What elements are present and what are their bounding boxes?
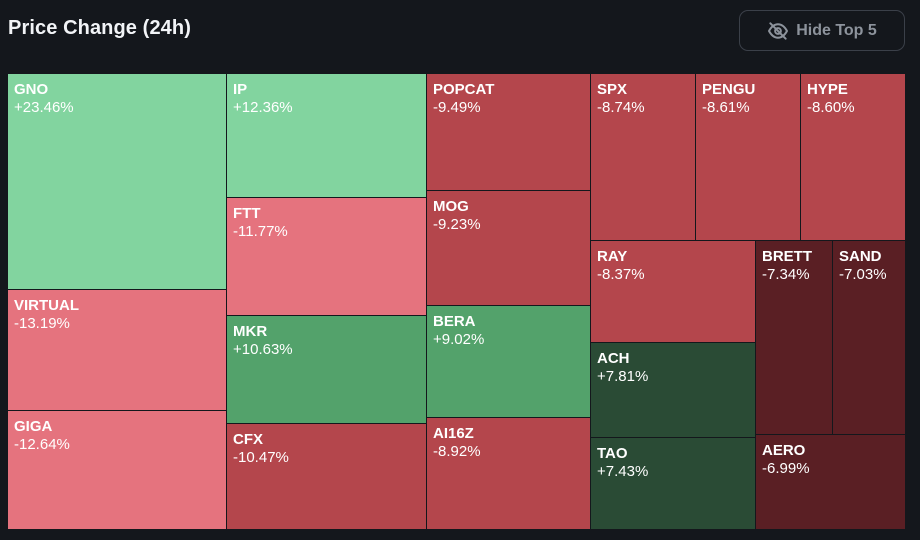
treemap-tile-pengu[interactable]: PENGU -8.61% xyxy=(696,74,801,241)
eye-off-icon xyxy=(767,21,789,40)
tile-symbol: BERA xyxy=(433,313,476,330)
tile-change: -12.64% xyxy=(14,436,70,453)
treemap-tile-mkr[interactable]: MKR +10.63% xyxy=(227,316,427,424)
tile-symbol: BRETT xyxy=(762,248,812,265)
hide-top-5-button[interactable]: Hide Top 5 xyxy=(739,10,905,51)
tile-symbol: HYPE xyxy=(807,81,848,98)
tile-symbol: AI16Z xyxy=(433,425,474,442)
tile-symbol: CFX xyxy=(233,431,263,448)
tile-symbol: IP xyxy=(233,81,248,98)
treemap-tile-virtual[interactable]: VIRTUAL -13.19% xyxy=(8,290,227,411)
treemap-tile-brett[interactable]: BRETT -7.34% xyxy=(756,241,833,435)
tile-symbol: GNO xyxy=(14,81,49,98)
treemap-tile-hype[interactable]: HYPE -8.60% xyxy=(801,74,906,241)
tile-change: -11.77% xyxy=(233,223,288,240)
treemap-tile-giga[interactable]: GIGA -12.64% xyxy=(8,411,227,530)
tile-symbol: VIRTUAL xyxy=(14,297,79,314)
tile-change: -8.74% xyxy=(597,99,645,116)
treemap-tile-bera[interactable]: BERA +9.02% xyxy=(427,306,591,418)
treemap-tile-sand[interactable]: SAND -7.03% xyxy=(833,241,906,435)
treemap-tile-tao[interactable]: TAO +7.43% xyxy=(591,438,756,530)
tile-change: +7.81% xyxy=(597,368,649,385)
treemap-chart: GNO +23.46% VIRTUAL -13.19% GIGA -12.64% IP +12… xyxy=(8,74,906,530)
tile-change: +7.43% xyxy=(597,463,649,480)
tile-symbol: SAND xyxy=(839,248,882,265)
tile-symbol: MOG xyxy=(433,198,469,215)
tile-symbol: GIGA xyxy=(14,418,53,435)
tile-change: -13.19% xyxy=(14,315,70,332)
treemap-tile-ach[interactable]: ACH +7.81% xyxy=(591,343,756,438)
tile-change: -7.03% xyxy=(839,266,887,283)
tile-change: +10.63% xyxy=(233,341,293,358)
treemap-tile-aero[interactable]: AERO -6.99% xyxy=(756,435,906,530)
tile-symbol: PENGU xyxy=(702,81,756,98)
tile-symbol: AERO xyxy=(762,442,806,459)
treemap-tile-ftt[interactable]: FTT -11.77% xyxy=(227,198,427,316)
tile-change: -8.60% xyxy=(807,99,855,116)
treemap-tile-mog[interactable]: MOG -9.23% xyxy=(427,191,591,306)
tile-change: -8.37% xyxy=(597,266,645,283)
treemap-tile-gno[interactable]: GNO +23.46% xyxy=(8,74,227,290)
tile-change: +23.46% xyxy=(14,99,74,116)
tile-symbol: POPCAT xyxy=(433,81,495,98)
tile-symbol: ACH xyxy=(597,350,630,367)
tile-symbol: MKR xyxy=(233,323,268,340)
tile-symbol: SPX xyxy=(597,81,628,98)
tile-change: -10.47% xyxy=(233,449,289,466)
tile-change: +9.02% xyxy=(433,331,485,348)
hide-top-5-label: Hide Top 5 xyxy=(796,21,877,39)
tile-change: -8.92% xyxy=(433,443,481,460)
tile-change: +12.36% xyxy=(233,99,293,116)
page-title: Price Change (24h) xyxy=(8,17,191,39)
tile-change: -9.23% xyxy=(433,216,481,233)
treemap-tile-spx[interactable]: SPX -8.74% xyxy=(591,74,696,241)
tile-change: -6.99% xyxy=(762,460,810,477)
treemap-tile-cfx[interactable]: CFX -10.47% xyxy=(227,424,427,530)
treemap-tile-popcat[interactable]: POPCAT -9.49% xyxy=(427,74,591,191)
tile-change: -7.34% xyxy=(762,266,810,283)
treemap-tile-ai16z[interactable]: AI16Z -8.92% xyxy=(427,418,591,530)
tile-change: -8.61% xyxy=(702,99,750,116)
tile-symbol: TAO xyxy=(597,445,628,462)
tile-change: -9.49% xyxy=(433,99,481,116)
treemap-tile-ray[interactable]: RAY -8.37% xyxy=(591,241,756,343)
tile-symbol: RAY xyxy=(597,248,628,265)
treemap-tile-ip[interactable]: IP +12.36% xyxy=(227,74,427,198)
tile-symbol: FTT xyxy=(233,205,261,222)
